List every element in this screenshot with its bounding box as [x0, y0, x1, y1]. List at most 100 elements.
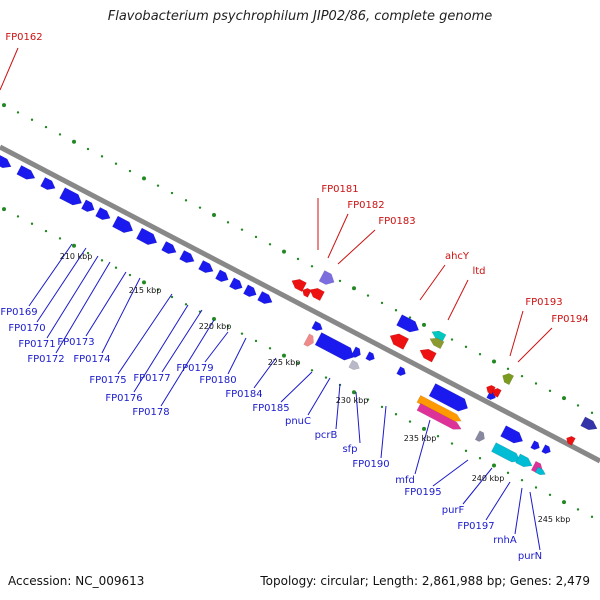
strand-dot: [366, 294, 370, 297]
leader-line: [55, 261, 111, 354]
gene-arrow: [318, 270, 335, 285]
strand-dot: [408, 316, 412, 319]
gene-arrow: [198, 259, 214, 274]
gene-label: FP0179: [176, 363, 213, 374]
strand-dot: [436, 435, 440, 438]
gene-label: FP0193: [525, 297, 562, 308]
gene-label: rnhA: [493, 535, 517, 546]
gene-label: pnuC: [285, 416, 311, 427]
strand-dot: [422, 322, 426, 327]
gene-label: purF: [442, 505, 465, 516]
gene-arrow: [428, 383, 469, 412]
strand-dot: [576, 508, 580, 511]
leader-line: [0, 47, 19, 91]
gene-arrow: [492, 387, 502, 398]
leader-line: [101, 277, 141, 354]
strand-dot: [590, 411, 594, 415]
accession-text: Accession: NC_009613: [8, 574, 145, 588]
leader-line: [355, 391, 361, 444]
leader-line: [447, 279, 469, 321]
strand-dot: [492, 463, 496, 468]
gene-label: ahcY: [445, 251, 470, 262]
strand-dot: [44, 125, 48, 129]
leader-line: [432, 459, 469, 487]
gene-arrow: [215, 269, 229, 282]
strand-dot: [100, 259, 104, 262]
kbp-tick-label: 245 kbp: [538, 515, 571, 524]
gene-arrow: [474, 430, 485, 442]
strand-dot: [44, 229, 48, 233]
strand-dot: [548, 389, 552, 393]
gene-arrow: [314, 332, 355, 361]
strand-dot: [562, 396, 566, 401]
gene-arrow: [491, 442, 521, 463]
strand-dot: [450, 338, 454, 341]
gene-label: FP0177: [133, 373, 170, 384]
leader-line: [46, 255, 99, 339]
leader-line: [227, 337, 247, 375]
genome-summary-text: Topology: circular; Length: 2,861,988 bp…: [260, 574, 590, 588]
strand-dot: [30, 222, 34, 225]
strand-dot: [520, 374, 524, 378]
strand-dot: [492, 359, 496, 364]
strand-dot: [310, 265, 314, 268]
gene-arrow: [161, 240, 177, 255]
strand-dot: [142, 176, 146, 181]
gene-arrow: [534, 466, 546, 476]
strand-dot: [478, 353, 482, 356]
leader-line: [335, 383, 341, 430]
strand-dot: [590, 515, 594, 519]
gene-arrow: [396, 366, 406, 377]
strand-dot: [282, 353, 286, 358]
gene-arrow: [179, 249, 195, 264]
kbp-tick-label: 220 kbp: [199, 322, 232, 331]
strand-dot: [128, 273, 132, 277]
strand-dot: [226, 221, 230, 224]
gene-arrow: [229, 277, 243, 290]
strand-dot: [324, 376, 328, 379]
strand-dot: [422, 426, 426, 431]
gene-arrow: [486, 384, 496, 395]
strand-dot: [282, 249, 286, 254]
gene-arrow: [500, 425, 524, 444]
strand-dot: [184, 303, 188, 306]
gene-arrow: [541, 444, 551, 455]
gene-arrow: [431, 330, 447, 343]
strand-dot: [198, 206, 202, 209]
gene-arrow: [59, 187, 83, 206]
strand-dot: [30, 118, 34, 121]
leader-line: [380, 405, 387, 459]
strand-dot: [366, 398, 370, 401]
strand-dot: [450, 442, 454, 445]
strand-dot: [58, 237, 62, 240]
forward-strand-dots: [2, 103, 594, 415]
gene-arrow: [309, 287, 325, 302]
strand-dot: [478, 457, 482, 460]
strand-dot: [16, 215, 20, 218]
gene-arrow: [257, 290, 273, 305]
leader-line: [529, 491, 541, 551]
gene-label: FP0182: [347, 200, 384, 211]
strand-dot: [114, 266, 118, 269]
gene-label: FP0178: [132, 407, 169, 418]
gene-label: FP0183: [378, 216, 415, 227]
strand-dot: [58, 133, 62, 136]
strand-dot: [184, 199, 188, 202]
gene-arrow: [580, 416, 598, 431]
gene-label: mfd: [395, 475, 415, 486]
strand-dot: [212, 316, 216, 321]
gene-label: sfp: [342, 444, 357, 455]
gene-arrow: [95, 206, 111, 221]
gene-arrow: [303, 333, 314, 347]
kbp-tick-label: 210 kbp: [60, 252, 93, 261]
strand-dot: [254, 235, 258, 239]
gene-arrow: [515, 453, 533, 468]
leader-line: [327, 213, 349, 259]
gene-arrow: [311, 320, 323, 332]
gene-arrow: [566, 435, 576, 446]
gene-arrow: [81, 199, 95, 212]
leader-line: [204, 331, 229, 363]
strand-dot: [142, 280, 146, 285]
leader-line: [36, 247, 87, 323]
leader-line: [160, 319, 215, 407]
